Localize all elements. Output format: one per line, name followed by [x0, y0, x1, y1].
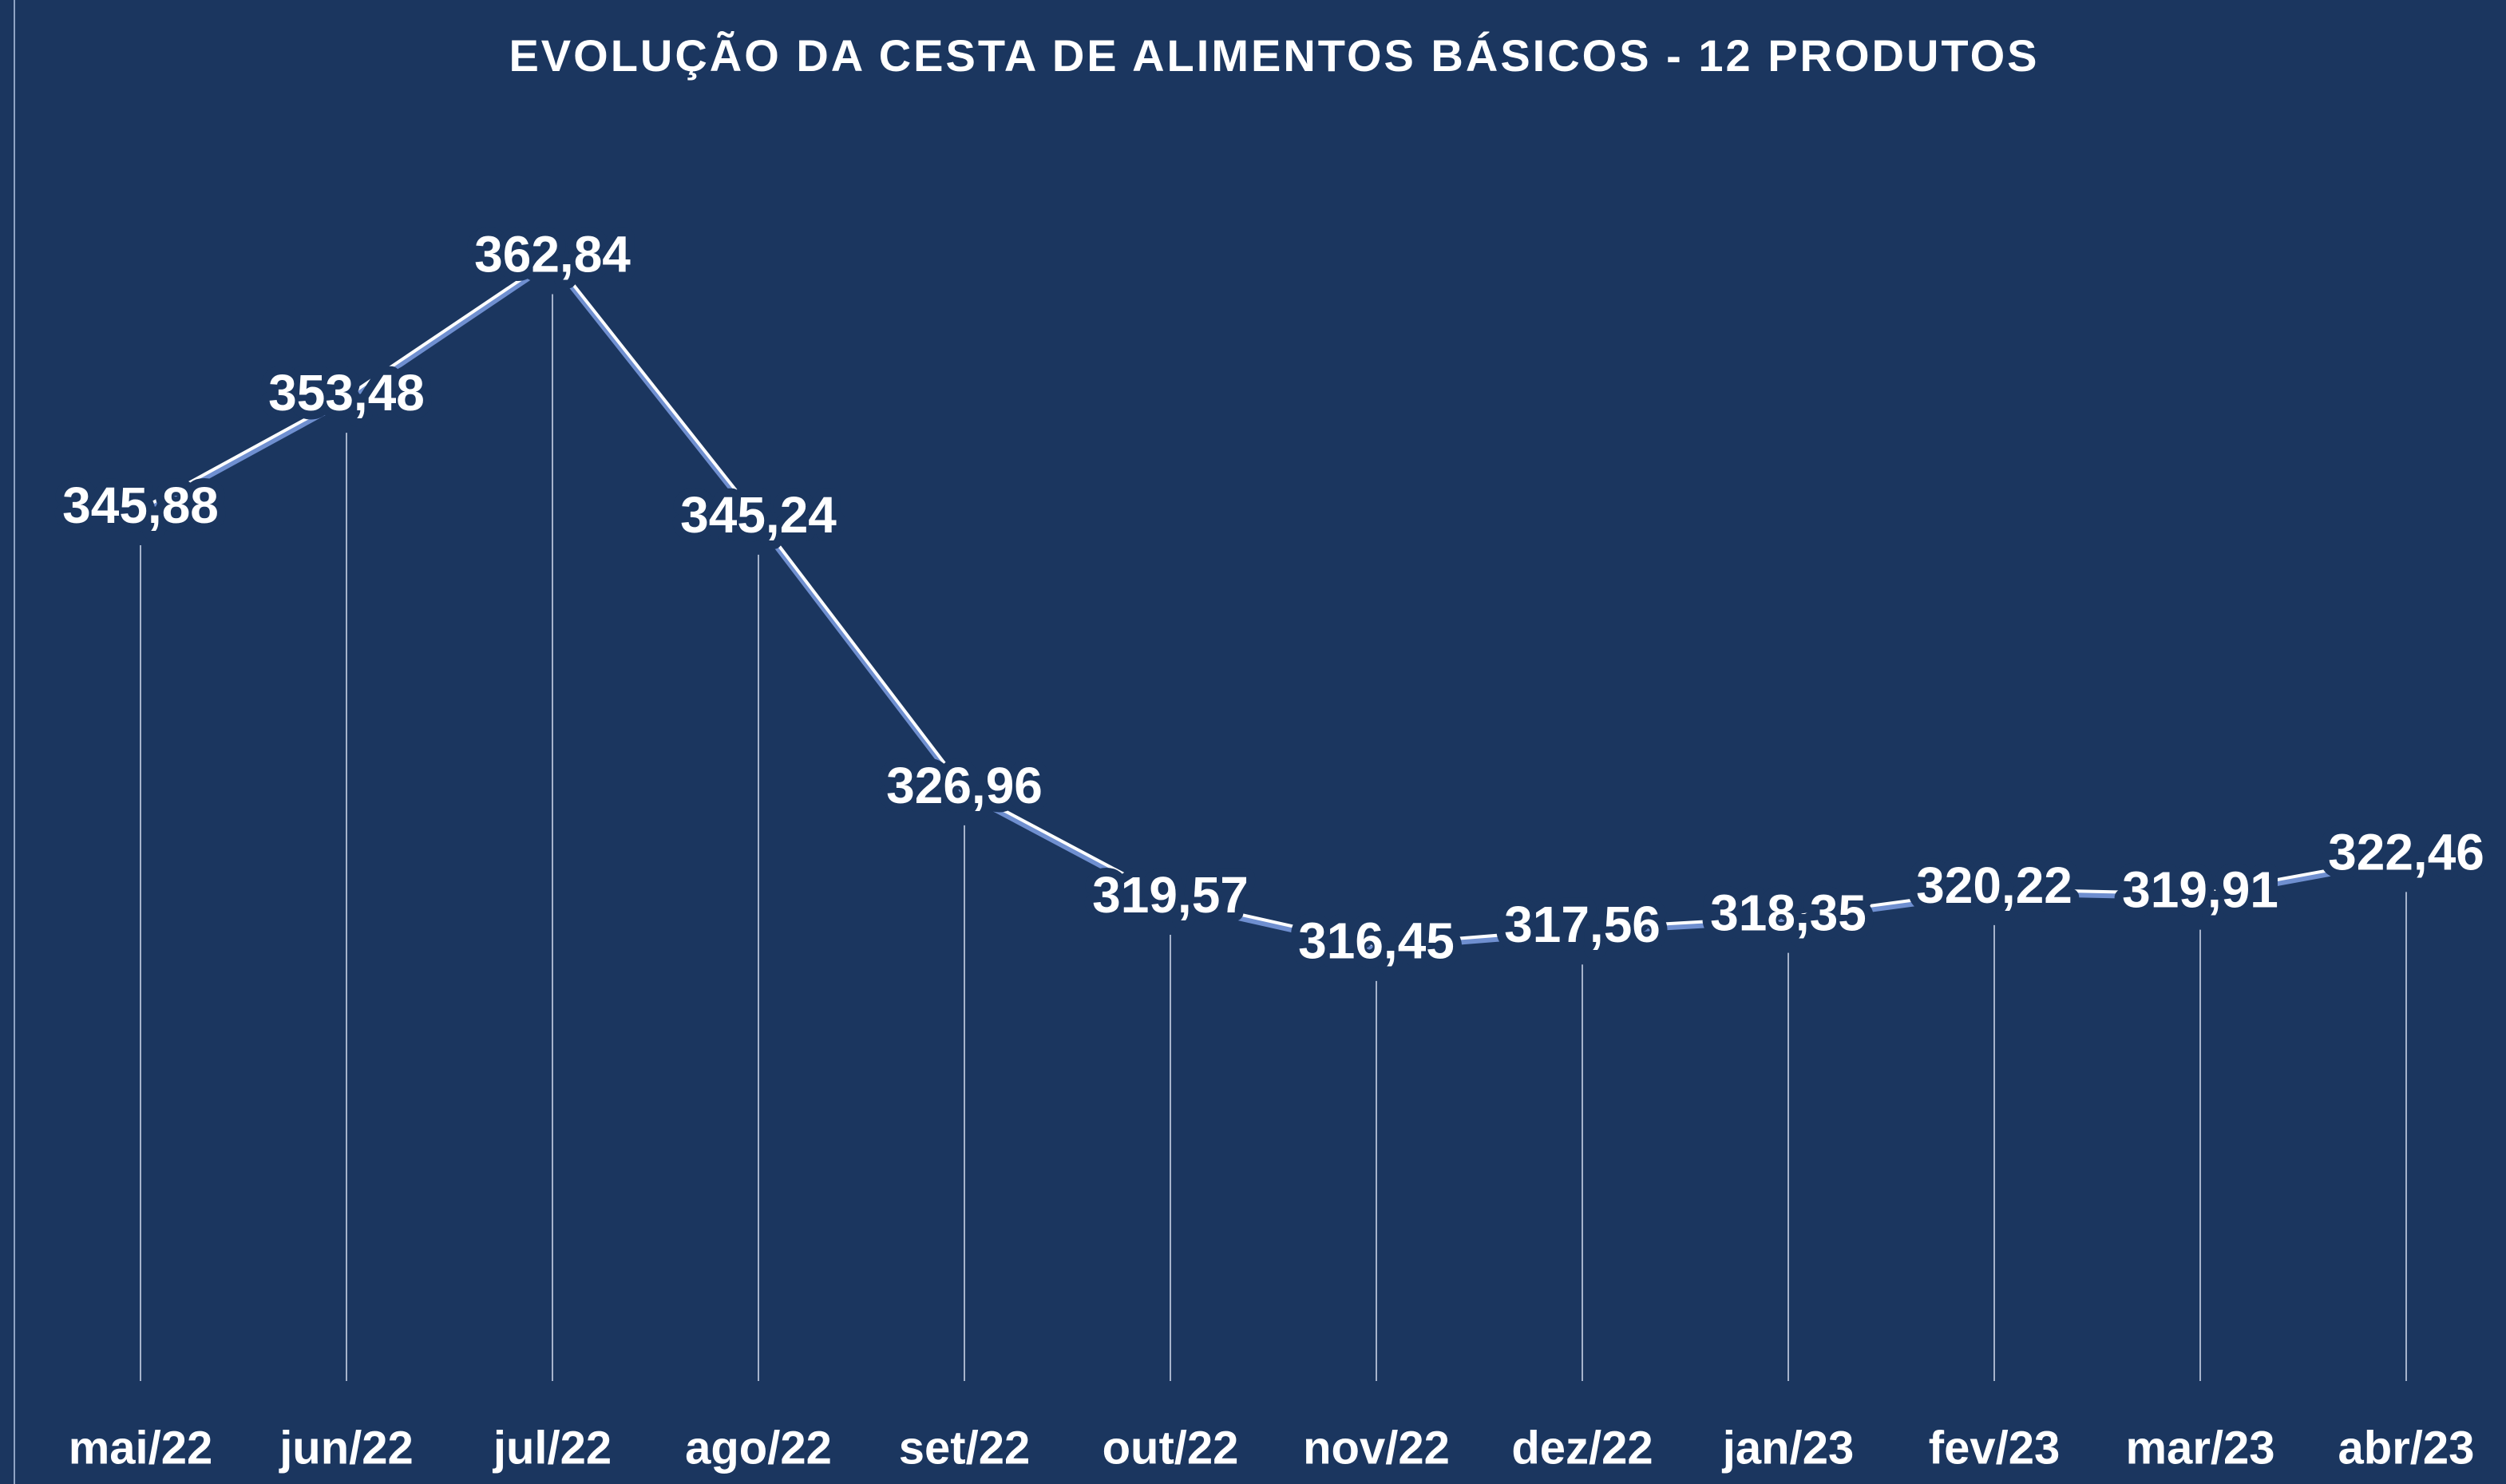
- data-label: 320,22: [1916, 857, 2072, 914]
- data-label: 318,35: [1710, 884, 1867, 942]
- x-tick-label: set/22: [899, 1422, 1030, 1474]
- x-tick-label: mar/23: [2125, 1422, 2274, 1474]
- x-tick-label: out/22: [1103, 1422, 1239, 1474]
- chart-title: EVOLUÇÃO DA CESTA DE ALIMENTOS BÁSICOS -…: [509, 30, 2039, 81]
- data-label: 317,56: [1504, 896, 1661, 953]
- x-tick-label: mai/22: [69, 1422, 213, 1474]
- x-tick-label: abr/23: [2338, 1422, 2475, 1474]
- data-label: 362,84: [474, 225, 631, 283]
- data-label: 319,57: [1092, 866, 1249, 924]
- data-label: 316,45: [1298, 912, 1455, 970]
- x-tick-label: jun/22: [279, 1422, 414, 1474]
- x-tick-label: jan/23: [1722, 1422, 1854, 1474]
- x-tick-label: fev/23: [1929, 1422, 2060, 1474]
- data-label: 319,91: [2122, 861, 2278, 919]
- x-tick-label: nov/22: [1303, 1422, 1450, 1474]
- data-label: 322,46: [2328, 823, 2484, 881]
- series-line: [140, 255, 2407, 947]
- data-label: 345,24: [680, 486, 837, 544]
- x-tick-label: ago/22: [685, 1422, 832, 1474]
- data-label: 353,48: [268, 364, 425, 421]
- x-tick-label: dez/22: [1511, 1422, 1653, 1474]
- data-label: 326,96: [886, 757, 1043, 814]
- line-shadow: [139, 257, 2407, 952]
- x-tick-label: jul/22: [493, 1422, 612, 1474]
- data-label: 345,88: [62, 477, 219, 534]
